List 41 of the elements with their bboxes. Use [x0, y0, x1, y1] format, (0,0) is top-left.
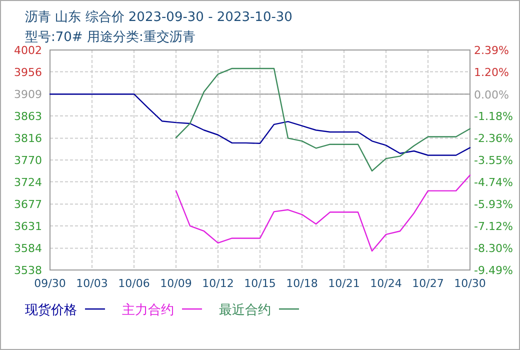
- y2-tick-label: -2.36%: [474, 132, 513, 145]
- y-tick-label: 3631: [14, 220, 42, 233]
- y2-tick-label: -8.30%: [474, 242, 513, 255]
- y-tick-label: 4002: [14, 44, 42, 57]
- x-tick-label: 10/30: [454, 277, 486, 290]
- y-tick-label: 3863: [14, 110, 42, 123]
- chart-subtitle: 型号:70# 用途分类:重交沥青: [25, 29, 196, 45]
- y-tick-label: 3909: [14, 88, 42, 102]
- y2-tick-label: -9.49%: [474, 264, 513, 277]
- y-tick-label: 3584: [14, 242, 42, 256]
- y2-tick-label: -5.93%: [474, 198, 513, 212]
- chart-title: 沥青 山东 综合价 2023-09-30 - 2023-10-30: [25, 10, 292, 25]
- y2-tick-label: 1.20%: [474, 66, 509, 80]
- y-tick-label: 3956: [14, 66, 42, 79]
- y2-tick-label: -3.55%: [474, 154, 513, 167]
- x-tick-label: 10/27: [412, 277, 444, 290]
- x-tick-label: 10/06: [118, 277, 150, 290]
- legend-label: 主力合约: [122, 302, 174, 318]
- y2-tick-label: 0.00%: [474, 88, 509, 102]
- line-series: [175, 174, 471, 252]
- x-tick-label: 10/12: [202, 277, 234, 290]
- y2-tick-label: 2.39%: [474, 44, 509, 57]
- y2-tick-label: -7.12%: [474, 220, 513, 234]
- x-tick-label: 10/15: [244, 277, 276, 290]
- legend-label: 最近合约: [219, 303, 271, 318]
- line-series: [175, 68, 471, 172]
- y-tick-label: 3538: [14, 264, 42, 277]
- x-tick-label: 10/24: [370, 277, 402, 290]
- y-tick-label: 3816: [14, 132, 42, 146]
- x-tick-label: 10/09: [160, 277, 192, 290]
- line-series: [49, 93, 471, 156]
- x-tick-label: 09/30: [34, 277, 66, 290]
- x-tick-label: 10/03: [76, 277, 108, 290]
- x-tick-label: 10/18: [286, 277, 318, 290]
- y2-tick-label: -4.74%: [474, 176, 513, 190]
- x-tick-label: 10/21: [328, 277, 360, 290]
- y-tick-label: 3770: [14, 154, 42, 167]
- y-tick-label: 3677: [14, 198, 42, 212]
- legend-label: 现货价格: [25, 303, 77, 318]
- y-tick-label: 3724: [14, 176, 42, 189]
- y2-tick-label: -1.18%: [474, 110, 513, 124]
